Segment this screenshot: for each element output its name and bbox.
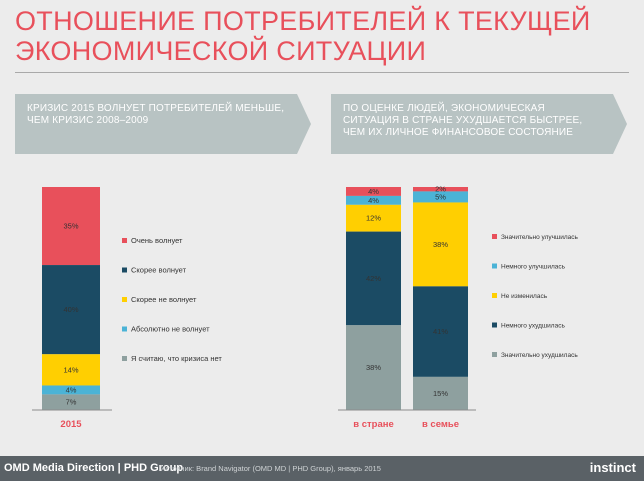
legend-label-c1-s1: Немного улучшилась <box>501 264 566 271</box>
legend-swatch-c0-s4 <box>122 356 127 361</box>
footer-brand: OMD Media Direction | PHD Group <box>4 462 184 474</box>
legend-label-c0-s0: Очень волнует <box>131 236 183 245</box>
data-label-c0-b0-s4: 7% <box>66 398 77 407</box>
legend-label-c1-s4: Значительно ухудшилась <box>501 352 578 359</box>
legend-swatch-c1-s4 <box>492 352 497 357</box>
data-label-c0-b0-s0: 35% <box>63 222 78 231</box>
legend-label-c1-s3: Немного ухудшилась <box>501 323 565 330</box>
title-divider <box>15 72 629 73</box>
bar-segment-c0-b0-s2 <box>42 354 100 386</box>
bar-segment-c1-b1-s0 <box>413 187 468 192</box>
bar-segment-c0-b0-s1 <box>42 265 100 355</box>
legend-swatch-c0-s1 <box>122 267 127 273</box>
footer-source: Источник: Brand Navigator (OMD MD | PHD … <box>160 464 381 473</box>
bar-segment-c1-b0-s1 <box>346 195 401 205</box>
bar-segment-c1-b1-s4 <box>413 376 468 410</box>
legend-swatch-c1-s0 <box>492 234 497 239</box>
legend-label-c0-s1: Скорее волнует <box>131 266 187 275</box>
legend-swatch-c1-s1 <box>492 263 497 269</box>
legend-label-c0-s2: Скорее не волнует <box>131 295 197 304</box>
data-label-c1-b1-s1: 5% <box>435 192 446 201</box>
legend-swatch-c0-s3 <box>122 326 127 332</box>
data-label-c1-b0-s3: 42% <box>366 274 381 283</box>
data-label-c1-b1-s3: 41% <box>433 327 448 336</box>
bar-segment-c0-b0-s4 <box>42 394 100 410</box>
data-label-c1-b1-s2: 38% <box>433 240 448 249</box>
bar-segment-c1-b1-s1 <box>413 191 468 203</box>
legend-swatch-c0-s2 <box>122 297 127 302</box>
data-label-c1-b0-s2: 12% <box>366 214 381 223</box>
legend-label-c1-s0: Значительно улучшилась <box>501 234 579 241</box>
right-panel-banner: ПО ОЦЕНКЕ ЛЮДЕЙ, ЭКОНОМИЧЕСКАЯ СИТУАЦИЯ … <box>331 94 627 154</box>
left-panel-banner: КРИЗИС 2015 ВОЛНУЕТ ПОТРЕБИТЕЛЕЙ МЕНЬШЕ,… <box>15 94 311 154</box>
data-label-c0-b0-s2: 14% <box>63 365 78 374</box>
bar-segment-c1-b0-s4 <box>346 325 401 410</box>
legend-label-c0-s4: Я считаю, что кризиса нет <box>131 354 222 363</box>
right-banner-arrow <box>613 94 627 154</box>
page-title: ОТНОШЕНИЕ ПОТРЕБИТЕЛЕЙ К ТЕКУЩЕЙ ЭКОНОМИ… <box>15 6 591 66</box>
footer-bar: OMD Media Direction | PHD Group Источник… <box>0 456 644 481</box>
data-label-c1-b0-s4: 38% <box>366 363 381 372</box>
legend-label-c0-s3: Абсолютно не волнует <box>131 325 210 334</box>
right-panel-banner-text: ПО ОЦЕНКЕ ЛЮДЕЙ, ЭКОНОМИЧЕСКАЯ СИТУАЦИЯ … <box>343 103 583 138</box>
bar-segment-c0-b0-s3 <box>42 385 100 395</box>
data-label-c0-b0-s1: 40% <box>63 305 78 314</box>
data-label-c0-b0-s3: 4% <box>66 385 77 394</box>
bar-segment-c1-b1-s3 <box>413 286 468 377</box>
category-label-c0-b0: 2015 <box>60 419 82 430</box>
category-label-c1-b0: в стране <box>353 419 394 430</box>
data-label-c1-b0-s1: 4% <box>368 196 379 205</box>
bar-segment-c1-b1-s2 <box>413 202 468 287</box>
legend-swatch-c0-s0 <box>122 238 127 243</box>
bar-segment-c1-b0-s2 <box>346 204 401 232</box>
data-label-c1-b1-s0: 2% <box>435 185 446 194</box>
left-banner-arrow <box>297 94 311 154</box>
category-label-c1-b1: в семье <box>422 419 459 430</box>
data-label-c1-b0-s0: 4% <box>368 187 379 196</box>
data-label-c1-b1-s4: 15% <box>433 389 448 398</box>
footer-logo: instinct <box>589 460 636 475</box>
bar-segment-c1-b0-s0 <box>346 187 401 196</box>
legend-swatch-c1-s3 <box>492 322 497 328</box>
legend-label-c1-s2: Не изменилась <box>501 293 548 300</box>
bar-segment-c0-b0-s0 <box>42 187 100 266</box>
left-panel-banner-text: КРИЗИС 2015 ВОЛНУЕТ ПОТРЕБИТЕЛЕЙ МЕНЬШЕ,… <box>27 103 285 126</box>
bar-segment-c1-b0-s3 <box>346 231 401 326</box>
legend-swatch-c1-s2 <box>492 293 497 298</box>
